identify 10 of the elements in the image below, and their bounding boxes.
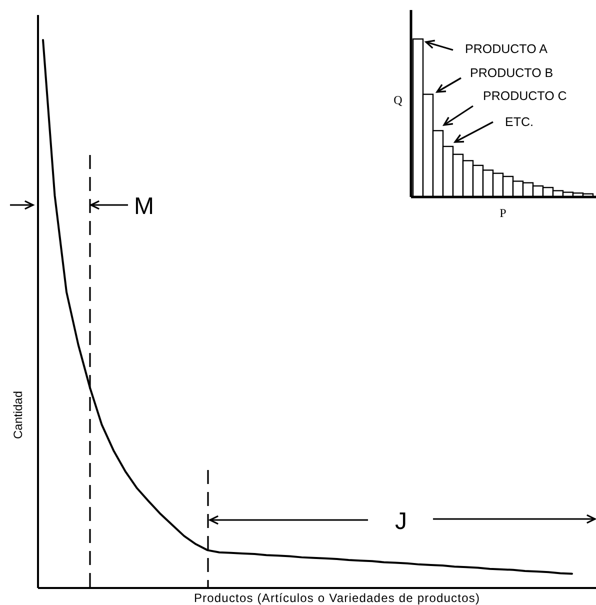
annotation: ETC. (505, 115, 534, 129)
annotation: PRODUCTO C (483, 89, 567, 103)
y-axis-title: Cantidad (11, 390, 25, 440)
annotation: M (134, 193, 154, 220)
y-axis-title: Q (394, 93, 403, 107)
x-axis-title: P (500, 206, 507, 220)
x-axis-title: Productos (Artículos o Variedades de productos) (194, 591, 480, 605)
annotation: PRODUCTO A (465, 42, 548, 56)
annotation: J (395, 508, 407, 535)
annotation: PRODUCTO B (470, 66, 554, 80)
